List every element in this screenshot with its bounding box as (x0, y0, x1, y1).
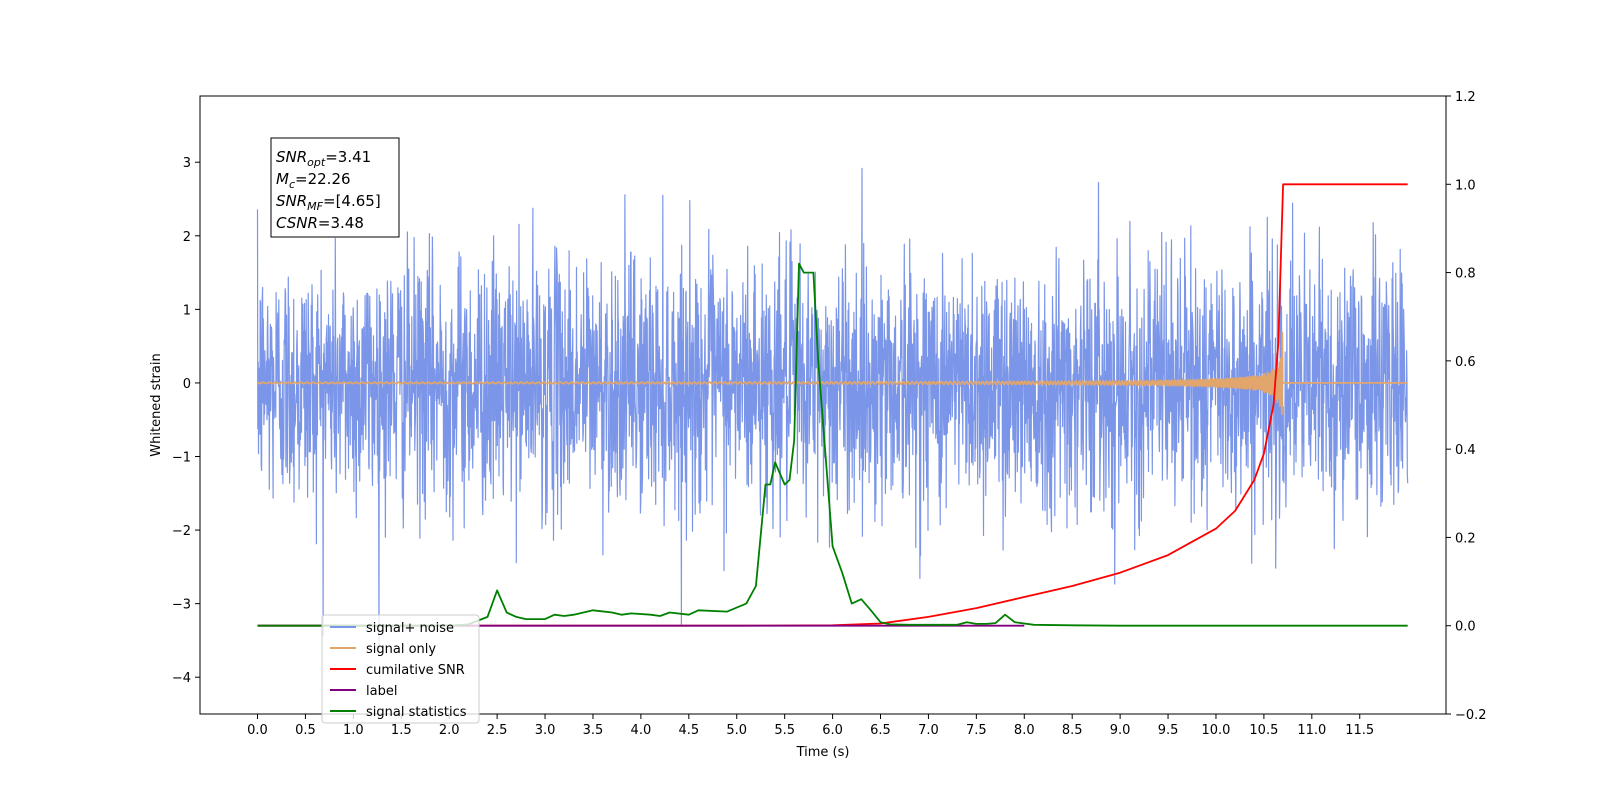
x-tick-label: 2.0 (439, 723, 460, 738)
x-tick-label: 0.5 (295, 723, 316, 738)
x-tick-label: 3.5 (583, 723, 604, 738)
x-tick-label: 9.0 (1110, 723, 1131, 738)
x-tick-label: 11.0 (1297, 723, 1326, 738)
y-left-tick-label: −3 (172, 598, 191, 613)
y-left-axis-ticks: −4 −3 −2 −1 0 1 2 3 (172, 156, 200, 686)
x-tick-label: 6.0 (822, 723, 843, 738)
x-tick-label: 10.0 (1201, 723, 1230, 738)
legend-entry-label: signal statistics (366, 705, 467, 720)
y-left-tick-label: −2 (172, 524, 191, 539)
y-right-tick-label: −0.2 (1455, 708, 1487, 723)
legend-entry-label: signal+ noise (366, 621, 454, 636)
y-right-tick-label: 1.2 (1455, 90, 1476, 105)
x-tick-label: 5.0 (726, 723, 747, 738)
x-tick-label: 4.5 (678, 723, 699, 738)
y-right-tick-label: 0.4 (1455, 443, 1476, 458)
y-left-tick-label: 0 (183, 377, 191, 392)
x-tick-label: 11.5 (1345, 723, 1374, 738)
y-left-tick-label: 2 (183, 230, 191, 245)
x-tick-label: 8.5 (1062, 723, 1083, 738)
y-right-tick-label: 0.8 (1455, 267, 1476, 282)
x-axis-label: Time (s) (796, 745, 850, 760)
y-right-tick-label: 0.2 (1455, 531, 1476, 546)
y-left-tick-label: 3 (183, 156, 191, 171)
series-signal-only-line (257, 331, 1409, 416)
series-signal-noise-line (256, 167, 1409, 646)
x-tick-label: 7.0 (918, 723, 939, 738)
x-tick-label: 9.5 (1158, 723, 1179, 738)
x-tick-label: 2.5 (487, 723, 508, 738)
x-tick-label: 0.0 (247, 723, 268, 738)
x-tick-label: 1.0 (343, 723, 364, 738)
annotation-frame (270, 137, 400, 238)
x-tick-label: 7.5 (966, 723, 987, 738)
annotation-line: SNRMF=[4.65] (276, 192, 381, 213)
y-right-tick-label: 0.0 (1455, 620, 1476, 635)
legend-frame (321, 614, 480, 724)
x-tick-label: 3.0 (535, 723, 556, 738)
series-signal-statistics-line (257, 262, 1408, 627)
plot-frame (199, 95, 1447, 715)
x-tick-label: 8.0 (1014, 723, 1035, 738)
y-left-tick-label: −4 (172, 671, 191, 686)
y-left-tick-label: 1 (183, 303, 191, 318)
legend-entry-label: cumilative SNR (366, 663, 465, 678)
x-tick-label: 6.5 (870, 723, 891, 738)
legend-entry-label: signal only (366, 642, 436, 657)
y-right-tick-label: 0.6 (1455, 355, 1476, 370)
annotation-line: CSNR=3.48 (276, 214, 364, 232)
x-axis-ticks: 0.0 0.5 1.0 1.5 2.0 2.5 3.0 3.5 4.0 4.5 5.0 5.5 6.0 6… (247, 714, 1374, 738)
legend-entry-label: label (366, 684, 397, 699)
y-right-tick-label: 1.0 (1455, 178, 1476, 193)
series-cumilative-snr-line (257, 183, 1408, 627)
x-tick-label: 1.5 (391, 723, 412, 738)
x-tick-label: 10.5 (1249, 723, 1278, 738)
x-tick-label: 4.0 (631, 723, 652, 738)
series-layer (256, 167, 1409, 646)
legend: signal+ noise signal only cumilative SNR la… (321, 614, 480, 724)
annotation-line: Mc=22.26 (276, 170, 351, 191)
annotation-line: SNRopt=3.41 (276, 148, 371, 169)
y-left-axis-label: Whitened strain (149, 353, 164, 456)
y-right-axis-ticks: −0.2 0.0 0.2 0.4 0.6 0.8 1.0 1.2 (1446, 90, 1487, 723)
x-tick-label: 5.5 (774, 723, 795, 738)
y-left-tick-label: −1 (172, 451, 191, 466)
